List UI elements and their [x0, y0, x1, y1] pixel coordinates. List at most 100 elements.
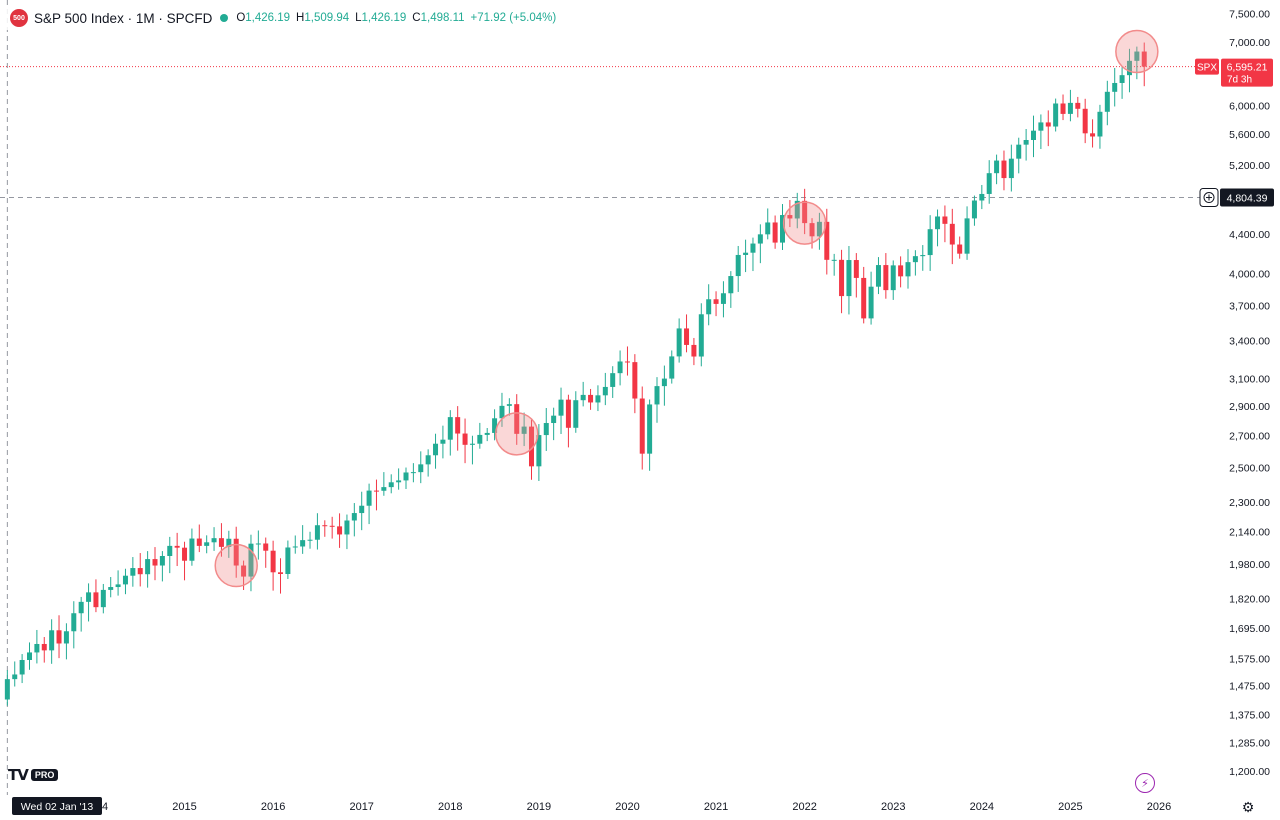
candle-body: [130, 568, 136, 576]
candle-body: [824, 221, 830, 260]
candle-body: [743, 252, 749, 255]
candle-body: [1001, 160, 1007, 179]
candle-body: [684, 328, 690, 345]
candle-body: [455, 417, 461, 434]
open-label: O: [236, 12, 246, 24]
candle-body: [735, 254, 741, 277]
candle-body: [595, 395, 601, 403]
candle-body: [86, 592, 92, 602]
candle-body: [1016, 144, 1022, 159]
candle-body: [676, 328, 682, 357]
candle-body: [1134, 51, 1140, 61]
y-tick-label: 1,980.00: [1229, 559, 1270, 571]
candle-body: [750, 243, 756, 253]
candle-body: [270, 550, 276, 573]
symbol-logo: 500: [10, 9, 28, 27]
candle-body: [528, 426, 534, 467]
y-tick-label: 7,000.00: [1229, 37, 1270, 49]
x-tick-label: 2025: [1058, 801, 1082, 813]
candle-body: [831, 259, 837, 261]
candle-body: [935, 216, 941, 230]
candle-body: [839, 259, 845, 297]
x-tick-label: 2024: [970, 801, 994, 813]
candle-body: [447, 417, 453, 440]
x-tick-label: 2022: [792, 801, 816, 813]
candle-body: [78, 601, 84, 614]
candle-body: [728, 276, 734, 294]
candle-body: [492, 418, 498, 433]
candle-body: [263, 543, 269, 551]
last-price-symbol: SPX: [1197, 63, 1217, 74]
candle-body: [152, 559, 158, 566]
high-label: H: [296, 12, 305, 24]
lightning-icon[interactable]: ⚡: [1135, 773, 1155, 793]
candle-body: [868, 286, 874, 319]
candle-body: [425, 455, 431, 465]
candle-body: [462, 433, 468, 445]
candle-body: [41, 643, 47, 651]
candle-body: [108, 587, 114, 590]
candle-body: [1067, 102, 1073, 114]
candle-body: [56, 630, 62, 644]
candle-body: [285, 547, 291, 574]
y-tick-label: 1,200.00: [1229, 766, 1270, 778]
candle-body: [477, 434, 483, 444]
candle-body: [49, 630, 55, 651]
candle-body: [189, 538, 195, 561]
candle-body: [765, 222, 771, 235]
candle-body: [381, 487, 387, 491]
crosshair-price-tag[interactable]: 4,804.39: [1199, 188, 1274, 208]
candle-body: [565, 399, 571, 428]
tv-mark: TV: [8, 766, 29, 784]
x-tick-label: 2020: [615, 801, 639, 813]
candle-body: [506, 404, 512, 406]
candle-body: [1090, 133, 1096, 137]
candle-body: [942, 216, 948, 224]
candle-body: [920, 255, 926, 257]
x-tick-label: 2019: [527, 801, 551, 813]
candle-body: [706, 299, 712, 315]
x-tick-label: 2018: [438, 801, 462, 813]
countdown-label: 7d 3h: [1227, 75, 1252, 86]
y-tick-label: 7,500.00: [1229, 8, 1270, 20]
symbol-header: 500 S&P 500 Index · 1M · SPCFD O 1,426.19…: [6, 6, 561, 30]
candle-body: [580, 394, 586, 401]
candle-body: [890, 265, 896, 291]
candle-body: [1045, 122, 1051, 127]
candle-body: [300, 540, 306, 547]
last-price-value: 6,595.21: [1227, 62, 1268, 74]
tradingview-logo[interactable]: TV PRO: [8, 766, 59, 784]
candle-body: [388, 482, 394, 488]
high-value: 1,509.94: [304, 12, 350, 24]
candle-body: [624, 361, 630, 363]
candle-body: [322, 525, 328, 527]
candle-body: [337, 526, 343, 535]
candle-body: [551, 415, 557, 424]
candle-body: [366, 490, 372, 506]
candle-body: [329, 525, 335, 527]
candle-body: [307, 539, 313, 541]
candle-body: [226, 538, 232, 547]
gear-icon[interactable]: ⚙: [1241, 798, 1255, 815]
candle-body: [499, 405, 505, 419]
y-tick-label: 1,285.00: [1229, 738, 1270, 750]
candle-body: [521, 426, 527, 434]
candle-body: [573, 400, 579, 428]
candle-body: [875, 265, 881, 287]
candle-body: [661, 378, 667, 387]
candle-body: [4, 679, 10, 700]
candle-body: [145, 559, 151, 575]
candle-body: [964, 218, 970, 254]
x-tick-label: 2016: [261, 801, 285, 813]
y-tick-label: 4,400.00: [1229, 229, 1270, 241]
symbol-title[interactable]: S&P 500 Index · 1M · SPCFD: [34, 10, 213, 26]
highlight-circle: [494, 412, 539, 456]
candle-body: [34, 643, 40, 653]
low-value: 1,426.19: [361, 12, 407, 24]
highlight-circle: [214, 543, 258, 588]
low-label: L: [355, 12, 362, 24]
candle-body: [1075, 102, 1081, 109]
candle-body: [373, 490, 379, 492]
